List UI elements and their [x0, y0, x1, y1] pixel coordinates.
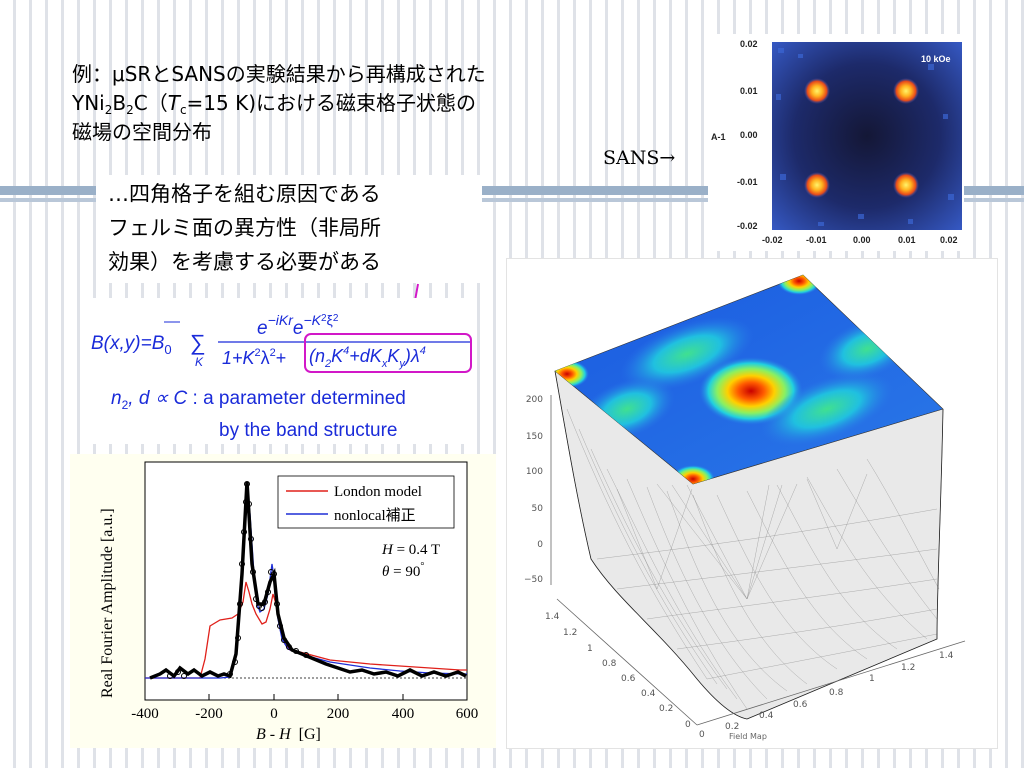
- sans-x-tick: 0.02: [940, 235, 958, 245]
- sans-bragg-spot: [893, 78, 919, 104]
- x-tick: 200: [327, 706, 350, 722]
- left-axis-tick: 0.2: [659, 704, 673, 714]
- sans-y-tick: 0.02: [740, 39, 758, 49]
- formula-lhs: B(x,y)=B0: [91, 333, 172, 357]
- sans-bragg-spot: [804, 172, 830, 198]
- sans-arrow-label: SANS→: [603, 147, 676, 169]
- x-tick: 400: [392, 706, 415, 722]
- sans-x-tick: 0.00: [853, 235, 871, 245]
- sans-x-tick: 0.01: [898, 235, 916, 245]
- note-line-2: フェルミ面の異方性（非局所: [108, 216, 381, 240]
- z-tick: 100: [526, 467, 543, 477]
- summation-symbol: ∑: [190, 330, 206, 355]
- sans-map-area: [772, 42, 962, 230]
- sans-y-tick: 0.01: [740, 86, 758, 96]
- nonlocal-term-highlight: [304, 333, 472, 373]
- x-tick: -200: [195, 706, 223, 722]
- legend-box: [277, 475, 455, 529]
- x-axis-label: B - H [G]: [256, 726, 321, 743]
- legend-label-nonlocal: nonlocal補正: [334, 507, 416, 524]
- right-axis-tick: 1.2: [901, 663, 915, 673]
- slide-title: 例：μSRとSANSの実験結果から再構成された YNi2B2C（Tc=15 K)…: [72, 60, 486, 147]
- formula-numerator: e−iKre−K2ξ2: [257, 312, 339, 339]
- right-axis-tick: 0: [699, 730, 705, 740]
- field-map-caption: Field Map: [729, 732, 767, 741]
- sans-y-axis-label: A-1: [711, 132, 726, 142]
- z-tick: 0: [537, 540, 543, 550]
- note-line-1: …四角格子を組む原因である: [108, 182, 381, 206]
- condition-field: H = 0.4 T: [381, 542, 440, 558]
- x-tick: -400: [131, 706, 159, 722]
- wireframe-mesh: [566, 358, 940, 710]
- contour-lobe: [760, 372, 894, 446]
- left-axis-tick: 0.4: [641, 689, 656, 699]
- sans-pattern-plot: 10 kOe 0.02 0.01 0.00 -0.01 -0.02 A-1 -0…: [708, 34, 964, 251]
- fourier-amplitude-plot: London model nonlocal補正 H = 0.4 T θ = 90…: [70, 454, 496, 748]
- axis-right: [696, 640, 966, 726]
- title-line-2: YNi2B2C（Tc=15 K)における磁束格子状態の: [72, 91, 477, 117]
- decorative-band-thin: [0, 198, 1024, 202]
- sans-y-tick: -0.01: [737, 177, 758, 187]
- formula-box: B(x,y)=B0 ∑ K e−iKre−K2ξ2 1+K2λ2+ (n2K4+…: [85, 298, 475, 444]
- sans-y-tick: -0.02: [737, 221, 758, 231]
- left-axis-tick: 1: [587, 644, 593, 654]
- x-tick: 600: [456, 706, 479, 722]
- z-tick: 200: [526, 395, 543, 405]
- right-axis-tick: 1.4: [939, 651, 954, 661]
- sans-field-label: 10 kOe: [921, 54, 951, 64]
- contour-corner: [671, 465, 715, 484]
- left-axis-tick: 0: [685, 720, 691, 730]
- contour-lobe: [620, 317, 754, 391]
- right-axis-tick: 0.8: [829, 688, 844, 698]
- right-axis-tick: 0.2: [725, 722, 739, 732]
- parameter-description-line-1: n2, d ∝ C : a parameter determined: [111, 388, 406, 412]
- legend-label-london: London model: [334, 484, 422, 500]
- left-axis-tick: 0.8: [602, 659, 617, 669]
- z-tick: −50: [524, 575, 543, 585]
- z-tick: 150: [526, 432, 543, 442]
- x-tick: 0: [270, 706, 278, 722]
- z-tick: 50: [532, 504, 544, 514]
- sans-x-tick: -0.01: [806, 235, 827, 245]
- note-box: …四角格子を組む原因である フェルミ面の異方性（非局所 効果）を考慮する必要があ…: [96, 175, 482, 283]
- sans-speckle: [776, 48, 954, 226]
- formula-denominator: 1+K2λ2+: [222, 347, 286, 368]
- right-axis-tick: 1: [869, 674, 875, 684]
- left-axis-tick: 0.6: [621, 674, 636, 684]
- sans-x-tick: -0.02: [762, 235, 783, 245]
- experimental-data-trace: [149, 481, 467, 680]
- right-axis-tick: 0.6: [793, 700, 808, 710]
- title-line-3: 磁場の空間分布: [72, 120, 212, 144]
- sans-bragg-spot: [893, 172, 919, 198]
- left-axis-tick: 1.2: [563, 628, 577, 638]
- parameter-description-line-2: by the band structure: [219, 420, 398, 441]
- field-map-3d-plot: 200 150 100 50 0 −50 1.4 1.2 1 0.8 0.6 0…: [506, 258, 998, 749]
- sum-subscript: K: [195, 355, 204, 369]
- nonlocal-term: (n2K4+dKxKy)λ4: [309, 345, 426, 370]
- y-axis-label: Real Fourier Amplitude [a.u.]: [99, 508, 116, 698]
- decorative-band: [0, 186, 1024, 195]
- contour-corner: [777, 275, 821, 295]
- left-axis-tick: 1.4: [545, 612, 560, 622]
- condition-angle: θ = 90°: [382, 561, 424, 580]
- note-line-3: 効果）を考慮する必要がある: [108, 250, 381, 274]
- london-model-curve: [145, 581, 467, 679]
- sans-bragg-spot: [804, 78, 830, 104]
- title-line-1: 例：μSRとSANSの実験結果から再構成された: [72, 62, 486, 86]
- sans-y-tick: 0.00: [740, 130, 758, 140]
- right-axis-tick: 0.4: [759, 711, 774, 721]
- axis-left: [556, 598, 698, 726]
